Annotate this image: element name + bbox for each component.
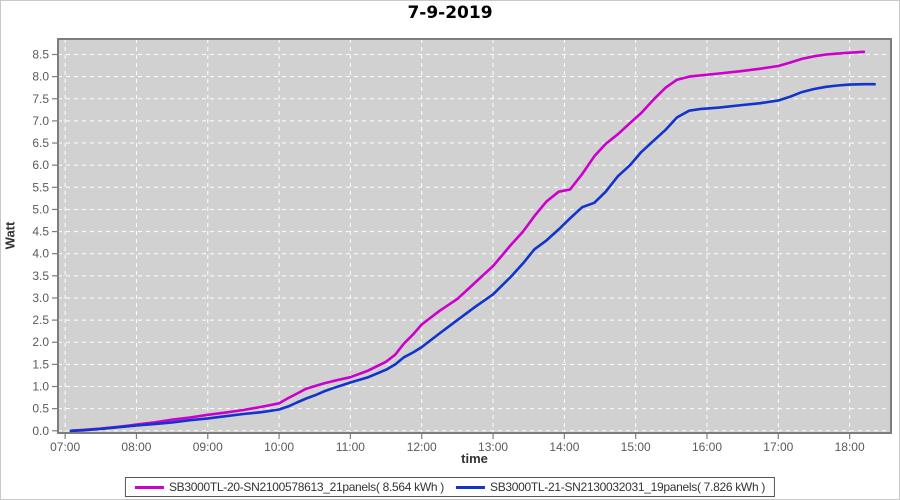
x-tick-label: 18:00 bbox=[835, 440, 865, 454]
y-tick-label: 2.0 bbox=[32, 335, 49, 349]
y-tick-label: 6.0 bbox=[32, 158, 49, 172]
legend-label: SB3000TL-20-SN2100578613_21panels( 8.564… bbox=[168, 480, 444, 494]
x-tick-label: 14:00 bbox=[549, 440, 579, 454]
legend-item-inverter-20: SB3000TL-20-SN2100578613_21panels( 8.564… bbox=[134, 480, 444, 494]
y-tick-label: 7.0 bbox=[32, 114, 49, 128]
legend-item-inverter-21: SB3000TL-21-SN2130032031_19panels( 7.826… bbox=[456, 480, 765, 494]
y-tick-label: 8.0 bbox=[32, 70, 49, 84]
y-tick-label: 7.5 bbox=[32, 92, 49, 106]
y-tick-label: 5.5 bbox=[32, 180, 49, 194]
chart-title: 7-9-2019 bbox=[407, 3, 493, 23]
y-tick-label: 2.5 bbox=[32, 313, 49, 327]
y-tick-label: 1.5 bbox=[32, 357, 49, 371]
y-tick-label: 6.5 bbox=[32, 136, 49, 150]
x-tick-label: 15:00 bbox=[621, 440, 651, 454]
y-tick-label: 5.0 bbox=[32, 202, 49, 216]
x-tick-label: 09:00 bbox=[193, 440, 223, 454]
x-tick-label: 13:00 bbox=[478, 440, 508, 454]
y-tick-label: 3.5 bbox=[32, 269, 49, 283]
x-tick-label: 12:00 bbox=[407, 440, 437, 454]
x-tick-label: 17:00 bbox=[763, 440, 793, 454]
x-axis-label: time bbox=[461, 451, 488, 466]
y-axis-label: Watt bbox=[2, 221, 18, 250]
plot-background bbox=[58, 39, 891, 433]
x-tick-label: 11:00 bbox=[336, 440, 365, 454]
plot-border bbox=[57, 38, 892, 434]
x-tick-label: 16:00 bbox=[692, 440, 722, 454]
x-tick-label: 07:00 bbox=[50, 440, 80, 454]
x-tick-label: 08:00 bbox=[121, 440, 151, 454]
y-tick-label: 1.0 bbox=[32, 380, 49, 394]
legend-label: SB3000TL-21-SN2130032031_19panels( 7.826… bbox=[490, 480, 766, 494]
y-tick-label: 8.5 bbox=[32, 47, 49, 61]
y-tick-label: 4.5 bbox=[32, 225, 49, 239]
y-tick-label: 0.0 bbox=[32, 424, 49, 438]
series-magenta-swatch-icon bbox=[134, 485, 164, 489]
series-line-blue bbox=[69, 82, 876, 433]
series-blue-swatch-icon bbox=[456, 485, 485, 489]
legend: SB3000TL-20-SN2100578613_21panels( 8.564… bbox=[124, 477, 776, 497]
x-tick-label: 10:00 bbox=[264, 440, 294, 454]
series-line-magenta bbox=[69, 50, 866, 433]
y-tick-label: 3.0 bbox=[32, 291, 49, 305]
y-tick-label: 4.0 bbox=[32, 247, 49, 261]
y-tick-label: 0.5 bbox=[32, 402, 49, 416]
